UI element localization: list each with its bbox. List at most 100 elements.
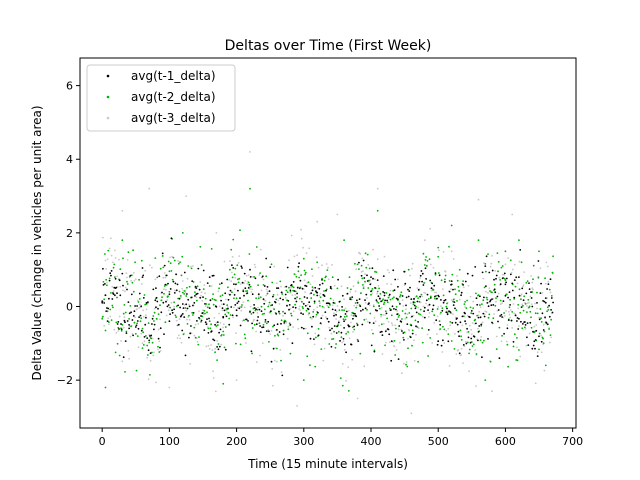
data-point (370, 329, 373, 331)
data-point (142, 309, 145, 312)
data-point (475, 292, 477, 295)
data-point (180, 341, 183, 344)
data-point (472, 307, 475, 309)
data-point (148, 341, 151, 344)
data-point (472, 300, 475, 303)
data-point (138, 298, 141, 300)
data-point (302, 307, 304, 310)
data-point (442, 288, 444, 290)
data-point (510, 319, 513, 322)
data-point (175, 319, 178, 322)
data-point (449, 311, 452, 313)
data-point (430, 287, 433, 290)
data-point (483, 286, 486, 289)
data-point (257, 297, 260, 300)
data-point (290, 312, 292, 315)
data-point (357, 282, 360, 284)
data-point (132, 271, 135, 274)
data-point (369, 283, 372, 286)
data-point (395, 305, 398, 308)
data-point (366, 253, 369, 256)
data-point (377, 302, 380, 304)
data-point (128, 357, 131, 360)
data-point (508, 291, 511, 293)
data-point (143, 340, 146, 343)
data-point (400, 291, 403, 294)
data-point (209, 327, 212, 330)
data-point (550, 336, 552, 339)
data-point (548, 288, 551, 291)
data-point (509, 309, 512, 311)
data-point (108, 321, 110, 323)
data-point (353, 325, 356, 328)
data-point (366, 297, 368, 299)
data-point (292, 281, 295, 283)
data-point (466, 299, 468, 302)
data-point (250, 291, 253, 293)
data-point (316, 261, 319, 264)
data-point (131, 332, 134, 335)
data-point (368, 280, 370, 283)
data-point (360, 310, 362, 312)
data-point (140, 317, 143, 320)
data-point (443, 328, 446, 331)
data-point (210, 330, 213, 333)
data-point (417, 321, 419, 323)
data-point (157, 337, 160, 340)
data-point (118, 354, 121, 357)
data-point (212, 303, 215, 306)
data-point (313, 300, 316, 303)
data-point (546, 323, 549, 326)
data-point (163, 288, 165, 290)
data-point (318, 300, 321, 302)
data-point (347, 390, 350, 392)
data-point (520, 298, 522, 301)
data-point (446, 307, 448, 310)
data-point (107, 249, 110, 252)
data-point (343, 316, 346, 318)
data-point (225, 308, 228, 310)
data-point (548, 304, 550, 307)
data-point (540, 321, 543, 323)
data-point (313, 308, 315, 311)
data-point (505, 340, 508, 343)
data-point (257, 293, 260, 296)
data-point (374, 287, 376, 289)
data-point (391, 324, 394, 326)
data-point (208, 320, 211, 323)
x-tick-label: 0 (99, 435, 106, 448)
data-point (526, 305, 528, 307)
data-point (136, 335, 139, 337)
data-point (292, 310, 295, 313)
data-point (279, 297, 282, 300)
data-point (483, 296, 485, 299)
data-point (516, 282, 519, 285)
data-point (487, 291, 489, 294)
data-point (262, 298, 265, 300)
data-point (201, 299, 204, 302)
data-point (112, 266, 115, 269)
data-point (168, 386, 171, 389)
data-point (411, 344, 413, 347)
data-point (155, 306, 157, 309)
data-point (421, 341, 424, 344)
data-point (455, 309, 458, 312)
data-point (521, 327, 524, 330)
data-point (144, 323, 147, 326)
data-point (272, 347, 275, 350)
data-point (194, 291, 196, 293)
data-point (141, 276, 144, 278)
data-point (505, 277, 508, 280)
data-point (505, 281, 507, 284)
data-point (129, 274, 132, 277)
data-point (179, 296, 182, 299)
data-point (171, 255, 174, 258)
data-point (293, 290, 296, 292)
data-point (229, 293, 231, 296)
data-point (333, 330, 335, 333)
data-point (140, 259, 143, 262)
data-point (423, 264, 426, 266)
data-point (192, 265, 194, 267)
data-point (162, 266, 165, 269)
data-point (439, 323, 442, 326)
